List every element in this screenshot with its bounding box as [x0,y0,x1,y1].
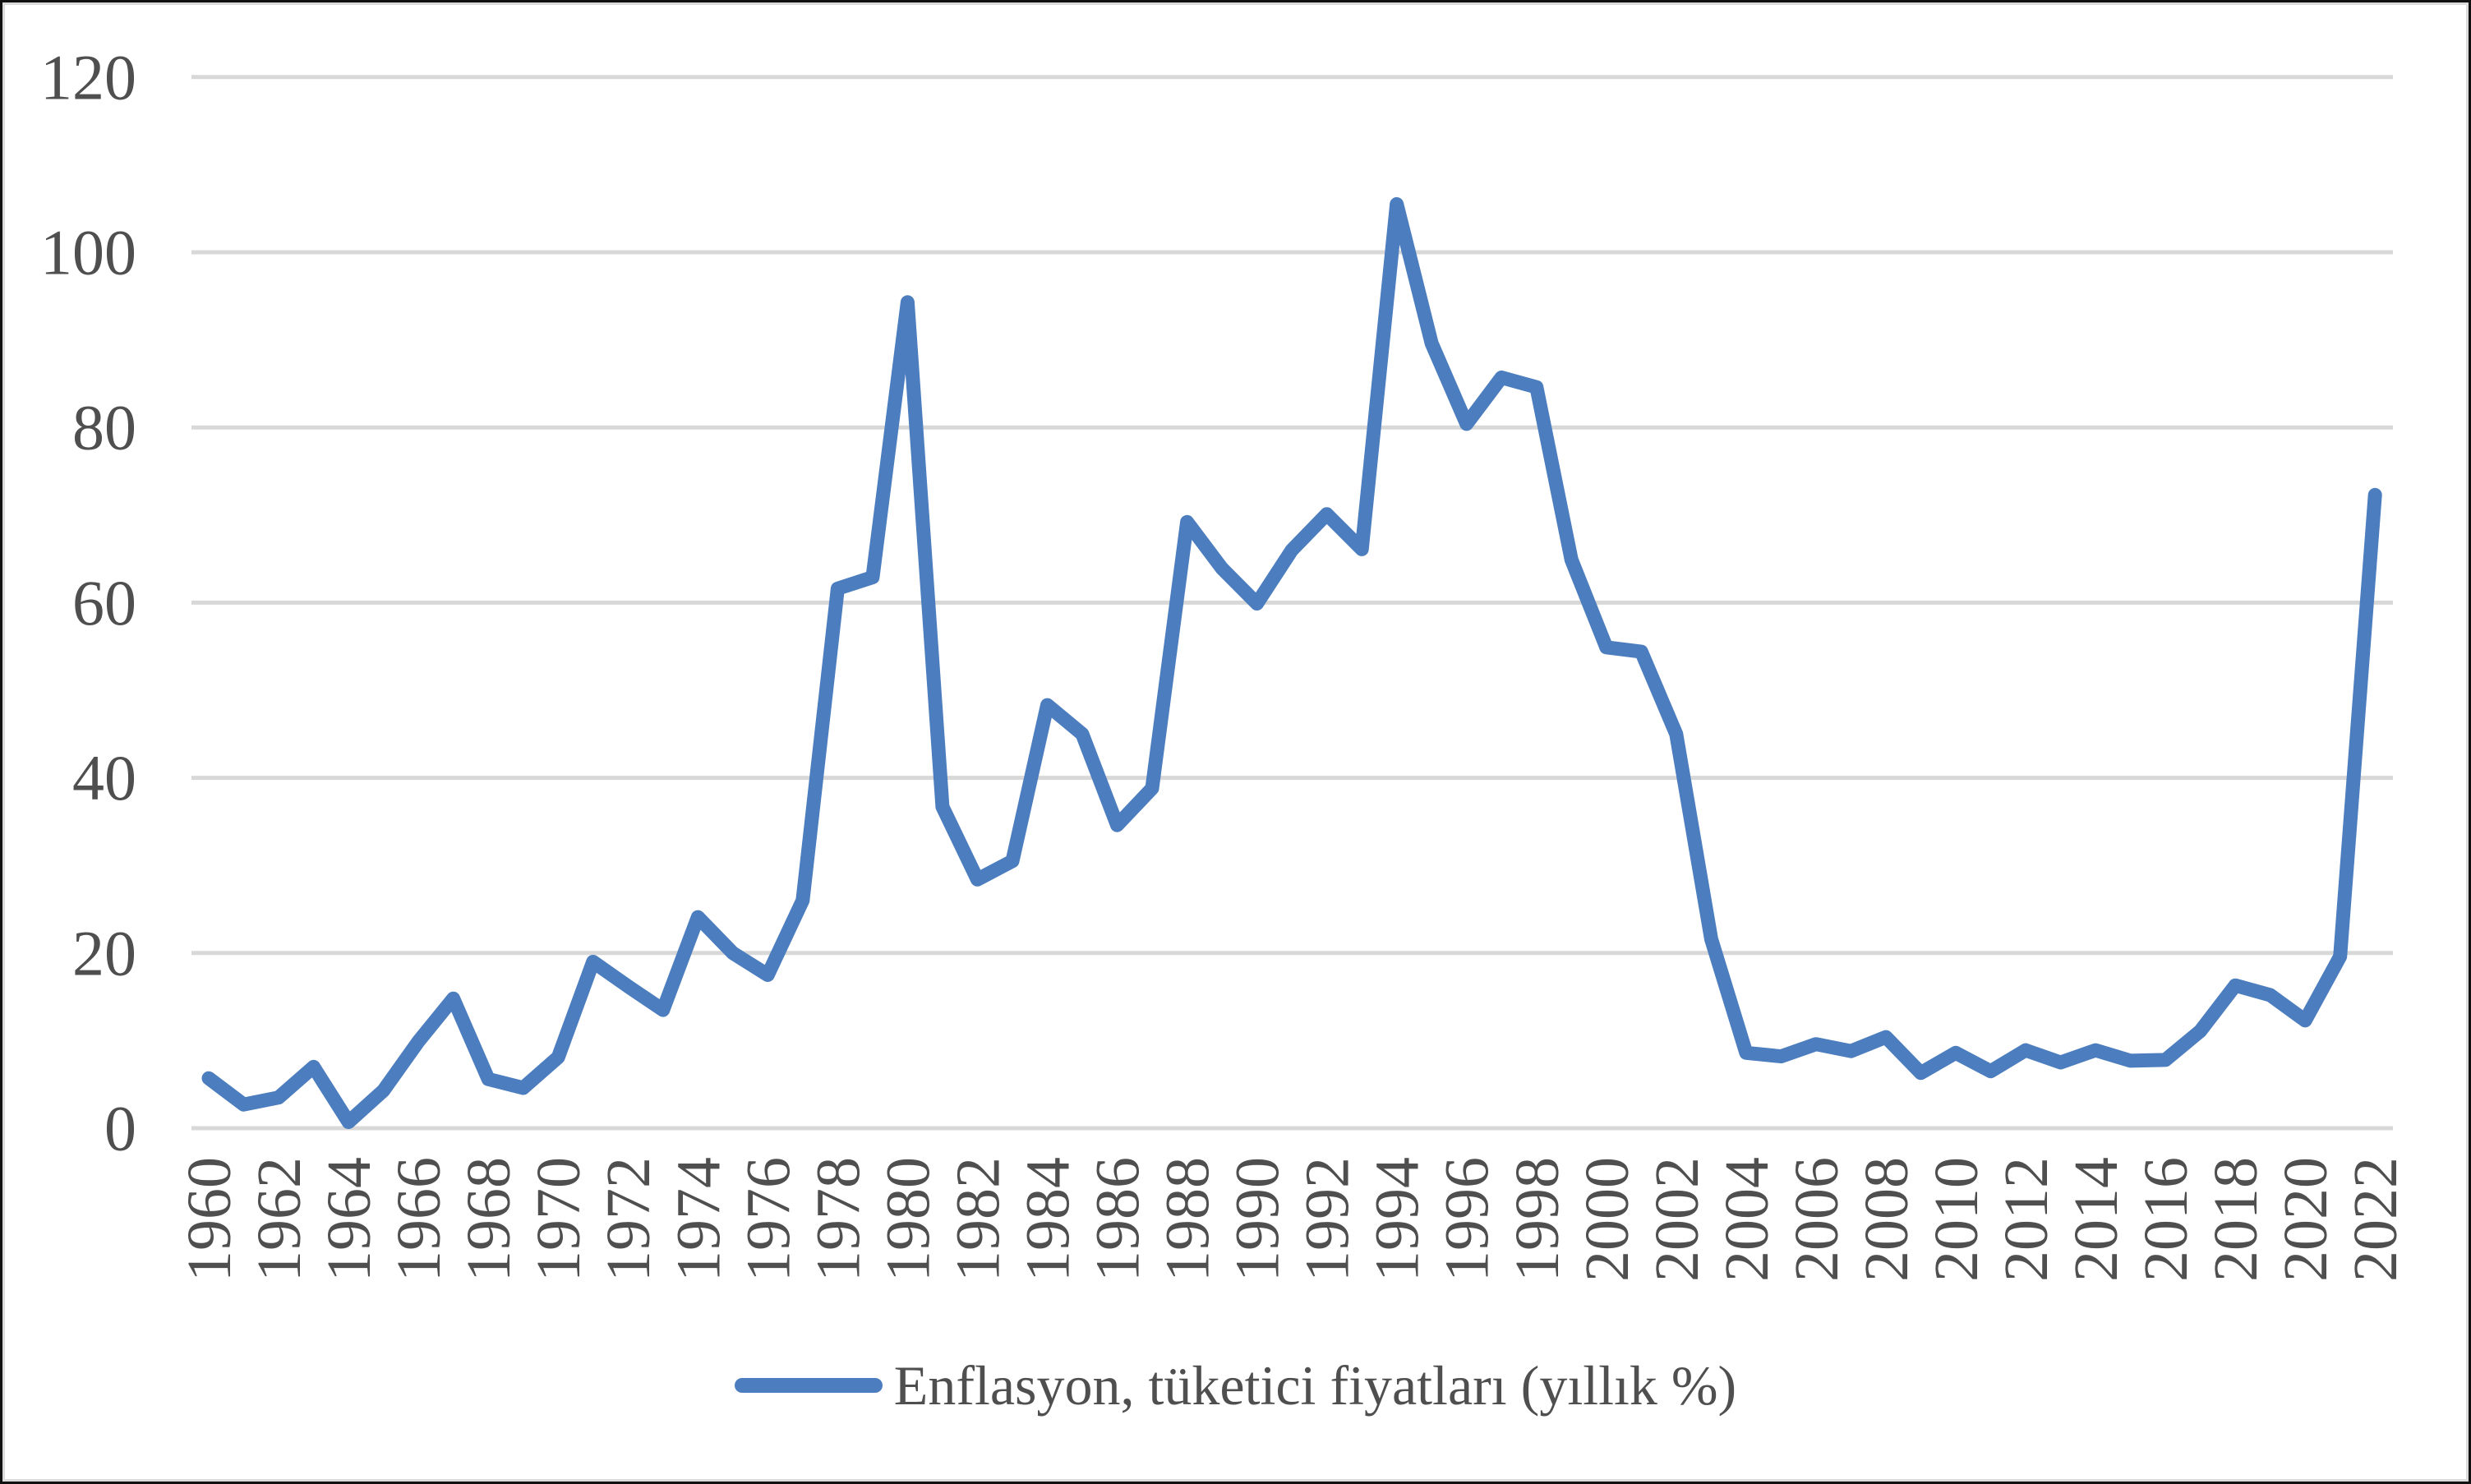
x-axis-label-1988: 1988 [1154,1157,1223,1282]
x-axis-label-1976: 1976 [734,1157,803,1282]
x-axis-label-1964: 1964 [315,1157,384,1282]
x-axis-label-1972: 1972 [594,1157,663,1282]
y-axis-label-80: 80 [72,392,136,463]
x-axis-label-2004: 2004 [1713,1157,1782,1282]
x-axis-label-2006: 2006 [1782,1157,1851,1282]
y-axis-label-0: 0 [104,1093,136,1164]
y-axis-label-40: 40 [72,742,136,813]
x-axis-label-1974: 1974 [664,1157,733,1282]
x-axis-label-2000: 2000 [1573,1157,1642,1282]
x-axis-label-1996: 1996 [1433,1157,1502,1282]
x-axis-label-2022: 2022 [2341,1157,2410,1282]
legend-line-sample [734,1378,883,1393]
x-axis-label-1970: 1970 [524,1157,593,1282]
x-axis-label-1960: 1960 [175,1157,244,1282]
x-axis-label-2018: 2018 [2201,1157,2270,1282]
x-axis-label-1990: 1990 [1224,1157,1293,1282]
x-axis-label-1982: 1982 [943,1157,1012,1282]
x-axis-label-1968: 1968 [454,1157,523,1282]
x-axis-label-1962: 1962 [245,1157,314,1282]
x-axis-label-1994: 1994 [1363,1157,1432,1282]
y-axis-label-100: 100 [40,217,136,288]
x-axis-label-2002: 2002 [1643,1157,1712,1282]
x-axis-label-1992: 1992 [1293,1157,1362,1282]
x-axis-label-1980: 1980 [874,1157,943,1282]
x-axis-label-1966: 1966 [385,1157,454,1282]
y-axis-label-60: 60 [72,567,136,638]
x-axis-label-2012: 2012 [1992,1157,2061,1282]
x-axis-label-1984: 1984 [1013,1157,1082,1282]
x-axis-label-2008: 2008 [1852,1157,1921,1282]
legend: Enflasyon, tüketici fiyatları (yıllık %) [0,1357,2471,1413]
x-axis-label-2016: 2016 [2132,1157,2201,1282]
x-axis-label-1998: 1998 [1503,1157,1572,1282]
x-axis-label-2010: 2010 [1922,1157,1991,1282]
legend-label: Enflasyon, tüketici fiyatları (yıllık %) [893,1354,1737,1417]
y-axis-label-120: 120 [40,41,136,113]
y-axis-label-20: 20 [72,917,136,989]
x-axis-label-2020: 2020 [2271,1157,2340,1282]
x-axis-label-1978: 1978 [804,1157,873,1282]
x-axis-label-1986: 1986 [1084,1157,1153,1282]
series-line-inflation [201,196,2382,1129]
x-axis-label-2014: 2014 [2062,1157,2131,1282]
